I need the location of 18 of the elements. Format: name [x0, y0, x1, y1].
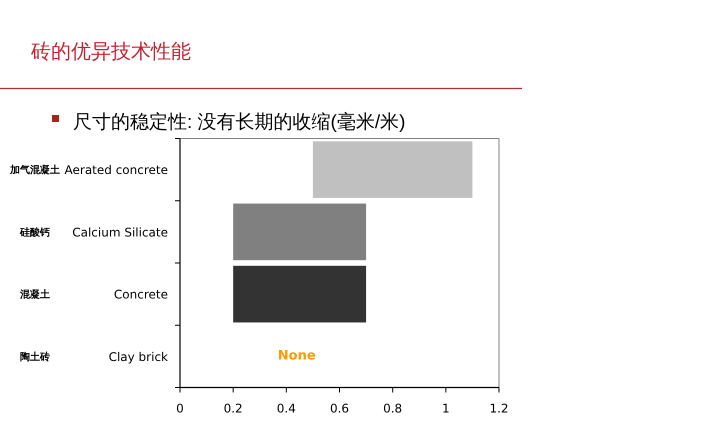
y2-tick-label: 陶土砖 [20, 350, 50, 363]
x-tick-label: 0.8 [383, 402, 402, 416]
y-tick-label: Calcium Silicate [72, 225, 168, 240]
chart-subtitle: 尺寸的稳定性: 没有长期的收缩(毫米/米) [73, 111, 406, 133]
y2-tick-label: 硅酸钙 [19, 226, 50, 238]
y2-tick-label: 混凝土 [19, 288, 50, 301]
y2-tick-label: 加气混凝土 [9, 164, 60, 176]
x-tick-label: 0 [176, 402, 184, 416]
x-tick-label: 0.2 [224, 402, 243, 416]
x-tick-label: 0.6 [330, 402, 350, 416]
y-tick-label: Concrete [114, 288, 168, 302]
y-tick-label: Aerated concrete [64, 163, 168, 178]
x-tick-label: 1 [442, 402, 450, 416]
y-tick-label: Clay brick [108, 350, 168, 364]
annotation: None [278, 348, 316, 364]
chart-title: 砖的优异技术性能 [30, 41, 191, 63]
x-tick-label: 1.2 [489, 402, 509, 416]
x-tick-label: 0.4 [276, 402, 296, 416]
